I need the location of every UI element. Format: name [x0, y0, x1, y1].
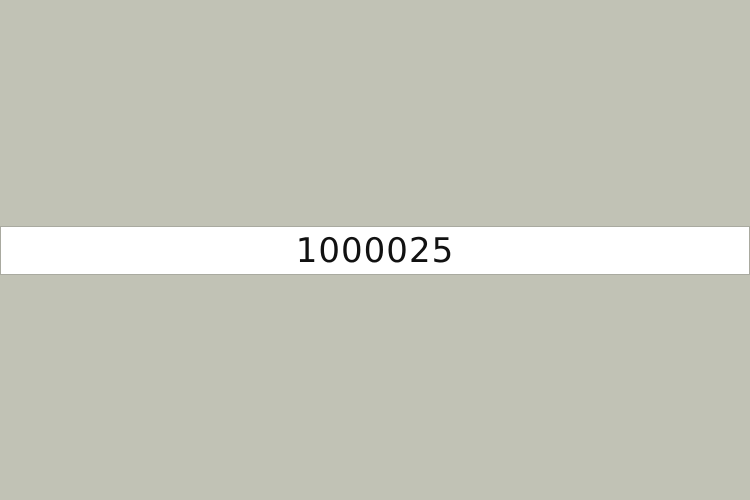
value-display-bar: 1000025 [0, 226, 750, 275]
value-text: 1000025 [295, 230, 455, 271]
